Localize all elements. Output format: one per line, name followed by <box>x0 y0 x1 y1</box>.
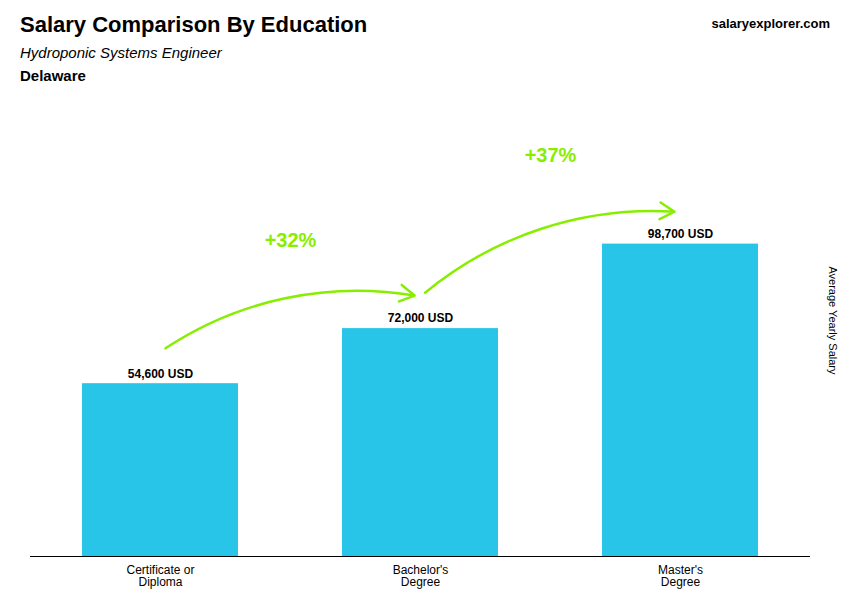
svg-text:Master'sDegree: Master'sDegree <box>658 563 703 589</box>
svg-text:72,000 USD: 72,000 USD <box>388 311 454 325</box>
html-text:Delaware: Delaware <box>20 67 86 84</box>
html-text:salaryexplorer.com: salaryexplorer.com <box>711 16 830 31</box>
svg-text:Average Yearly Salary: Average Yearly Salary <box>827 266 839 375</box>
svg-text:98,700 USD: 98,700 USD <box>648 227 714 241</box>
svg-text:+32%: +32% <box>265 229 317 251</box>
html-text:Salary Comparison By Education: Salary Comparison By Education <box>20 12 368 37</box>
svg-text:54,600 USD: 54,600 USD <box>128 367 194 381</box>
svg-text:Bachelor'sDegree: Bachelor'sDegree <box>393 563 449 589</box>
svg-text:Certificate orDiploma: Certificate orDiploma <box>126 563 194 589</box>
html-text:Hydroponic Systems Engineer: Hydroponic Systems Engineer <box>20 44 222 61</box>
svg-text:+37%: +37% <box>525 144 577 166</box>
